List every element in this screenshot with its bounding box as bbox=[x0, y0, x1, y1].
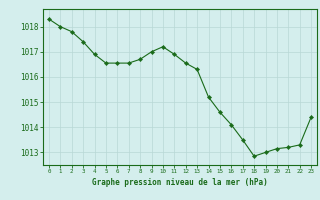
X-axis label: Graphe pression niveau de la mer (hPa): Graphe pression niveau de la mer (hPa) bbox=[92, 178, 268, 187]
